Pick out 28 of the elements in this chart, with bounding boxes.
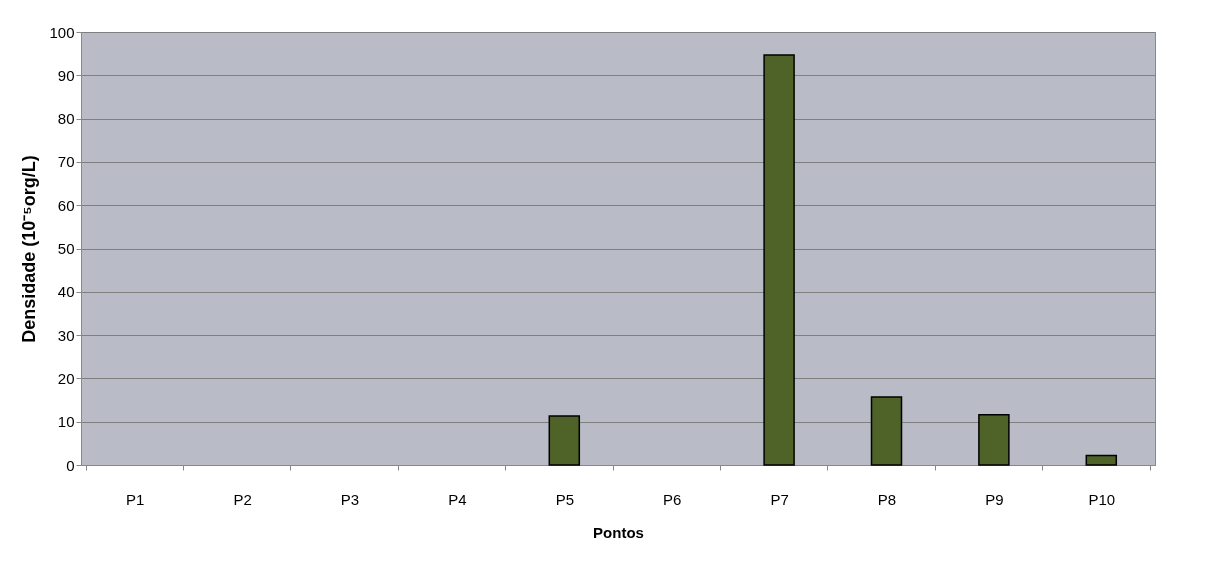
x-tick-label: P5 (555, 490, 574, 508)
x-tick-label: P3 (340, 490, 360, 508)
bar (978, 414, 1010, 466)
x-tick-label: P6 (663, 490, 682, 508)
bar (870, 396, 903, 466)
bar (1085, 454, 1118, 466)
bar (763, 54, 795, 466)
y-tick-label: 60 (57, 196, 75, 214)
y-tick-label: 90 (57, 66, 75, 84)
y-tick-label: 50 (57, 240, 75, 257)
x-tick-label: P4 (448, 490, 467, 508)
y-tick-label: 100 (49, 23, 75, 41)
y-tick-label: 30 (57, 326, 75, 344)
x-tick-label: P2 (233, 490, 252, 508)
y-tick-label: 70 (57, 153, 75, 171)
x-tick-label: P9 (985, 490, 1004, 508)
y-tick-label: 20 (57, 369, 75, 387)
y-tick-label: 10 (57, 413, 75, 431)
x-axis-title: Pontos (593, 523, 644, 541)
x-tick-label: P7 (770, 490, 789, 508)
y-axis-title: Densidade (10⁻⁵org/L) (19, 155, 40, 343)
y-tick-label: 80 (57, 110, 75, 128)
x-tick-label: P10 (1088, 490, 1116, 508)
y-tick-label: 40 (57, 283, 75, 301)
y-tick-label: 0 (66, 456, 75, 474)
bar (548, 415, 581, 466)
x-tick-label: P8 (877, 490, 897, 508)
x-tick-label: P1 (126, 490, 145, 508)
